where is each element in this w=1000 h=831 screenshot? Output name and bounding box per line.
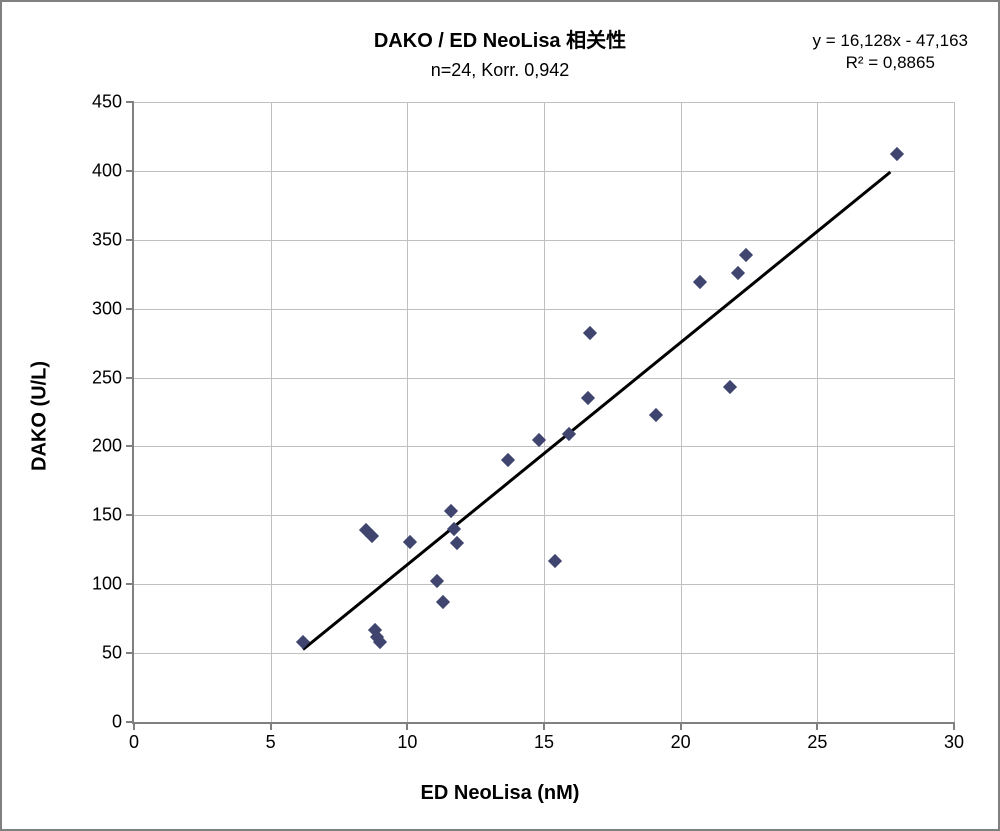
gridline-v: [681, 102, 682, 722]
data-point: [449, 536, 463, 550]
x-tick-label: 25: [807, 722, 827, 753]
equation-line-1: y = 16,128x - 47,163: [813, 30, 968, 52]
gridline-v: [817, 102, 818, 722]
data-point: [403, 534, 417, 548]
data-point: [739, 248, 753, 262]
data-point: [890, 147, 904, 161]
x-tick-label: 20: [671, 722, 691, 753]
data-point: [723, 380, 737, 394]
trend-line: [303, 170, 893, 650]
y-tick-label: 250: [92, 367, 134, 388]
gridline-v: [544, 102, 545, 722]
gridline-v: [954, 102, 955, 722]
data-point: [693, 275, 707, 289]
y-tick-label: 100: [92, 574, 134, 595]
y-tick-label: 50: [102, 643, 134, 664]
y-axis-label: DAKO (U/L): [29, 361, 52, 471]
x-tick-label: 30: [944, 722, 964, 753]
x-tick-label: 0: [129, 722, 139, 753]
chart-frame: DAKO / ED NeoLisa 相关性 n=24, Korr. 0,942 …: [0, 0, 1000, 831]
x-axis-label: ED NeoLisa (nM): [2, 782, 998, 805]
data-point: [548, 554, 562, 568]
data-point: [581, 391, 595, 405]
equation-line-2: R² = 0,8865: [813, 52, 968, 74]
y-tick-label: 400: [92, 160, 134, 181]
plot-inner: 050100150200250300350400450051015202530: [132, 102, 954, 724]
x-tick-label: 15: [534, 722, 554, 753]
y-tick-label: 300: [92, 298, 134, 319]
trend-equation: y = 16,128x - 47,163 R² = 0,8865: [813, 30, 968, 74]
y-tick-label: 450: [92, 92, 134, 113]
data-point: [436, 595, 450, 609]
x-tick-label: 5: [266, 722, 276, 753]
plot-area: 050100150200250300350400450051015202530: [132, 102, 952, 722]
gridline-v: [271, 102, 272, 722]
data-point: [731, 266, 745, 280]
y-tick-label: 200: [92, 436, 134, 457]
gridline-v: [407, 102, 408, 722]
data-point: [501, 453, 515, 467]
y-tick-label: 150: [92, 505, 134, 526]
x-tick-label: 10: [397, 722, 417, 753]
data-point: [430, 574, 444, 588]
y-tick-label: 350: [92, 229, 134, 250]
data-point: [583, 326, 597, 340]
data-point: [649, 408, 663, 422]
